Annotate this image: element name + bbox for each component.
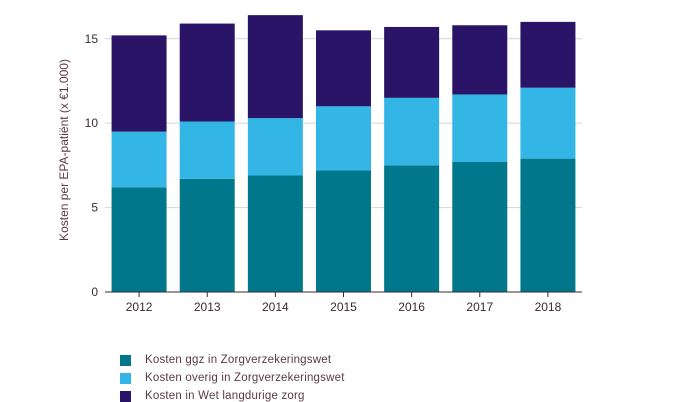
legend-swatch-3 [120, 390, 131, 402]
x-tick-label-2013: 2013 [194, 300, 221, 314]
bar-2013-series-1 [179, 178, 235, 292]
bar-2016-series-3 [384, 26, 440, 98]
legend-item-1: Kosten ggz in Zorgverzekeringswet [120, 354, 331, 366]
bar-2017-series-3 [452, 25, 508, 95]
legend-swatch-1 [120, 354, 131, 366]
bar-2015-series-2 [316, 106, 371, 171]
bar-2012-series-2 [111, 131, 167, 188]
x-tick-label-2018: 2018 [535, 300, 562, 314]
bar-2014-series-2 [247, 118, 303, 176]
bars [111, 15, 576, 292]
bar-2014-series-3 [247, 15, 303, 119]
bar-2018-series-3 [520, 21, 576, 88]
bar-2016-series-1 [384, 165, 440, 292]
x-tick-label-2014: 2014 [262, 300, 289, 314]
y-tick-label-5: 5 [91, 201, 98, 215]
legend-swatch-2 [120, 372, 131, 384]
bar-2015-series-3 [316, 30, 371, 107]
legend-item-2: Kosten overig in Zorgverzekeringswet [120, 372, 345, 384]
y-tick-label-0: 0 [91, 285, 98, 299]
bar-2014-series-1 [247, 175, 303, 292]
y-tick-label-15: 15 [85, 32, 99, 46]
legend-item-3: Kosten in Wet langdurige zorg [120, 390, 305, 402]
legend-label-1: Kosten ggz in Zorgverzekeringswet [145, 354, 332, 366]
legend-label-3: Kosten in Wet langdurige zorg [145, 390, 305, 402]
bar-2018-series-2 [520, 87, 576, 159]
x-tick-label-2017: 2017 [466, 300, 493, 314]
axes: 0 5 10 15 2012 2013 2014 2015 2016 2017 2018 [85, 32, 582, 314]
bar-2016-series-2 [384, 97, 440, 166]
bar-2017-series-2 [452, 94, 508, 163]
x-tick-label-2012: 2012 [126, 300, 153, 314]
y-tick-label-10: 10 [85, 116, 99, 130]
bar-2013-series-3 [179, 23, 235, 122]
bar-2012-series-3 [111, 35, 167, 132]
legend-label-2: Kosten overig in Zorgverzekeringswet [145, 372, 345, 384]
x-tick-label-2016: 2016 [398, 300, 425, 314]
y-axis-title: Kosten per EPA-patiënt (x €1.000) [57, 59, 71, 241]
bar-2013-series-2 [179, 121, 235, 179]
bar-2017-series-1 [452, 162, 508, 292]
bar-2018-series-1 [520, 158, 576, 292]
bar-2015-series-1 [316, 170, 371, 292]
x-tick-label-2015: 2015 [330, 300, 357, 314]
bar-2012-series-1 [111, 187, 167, 292]
